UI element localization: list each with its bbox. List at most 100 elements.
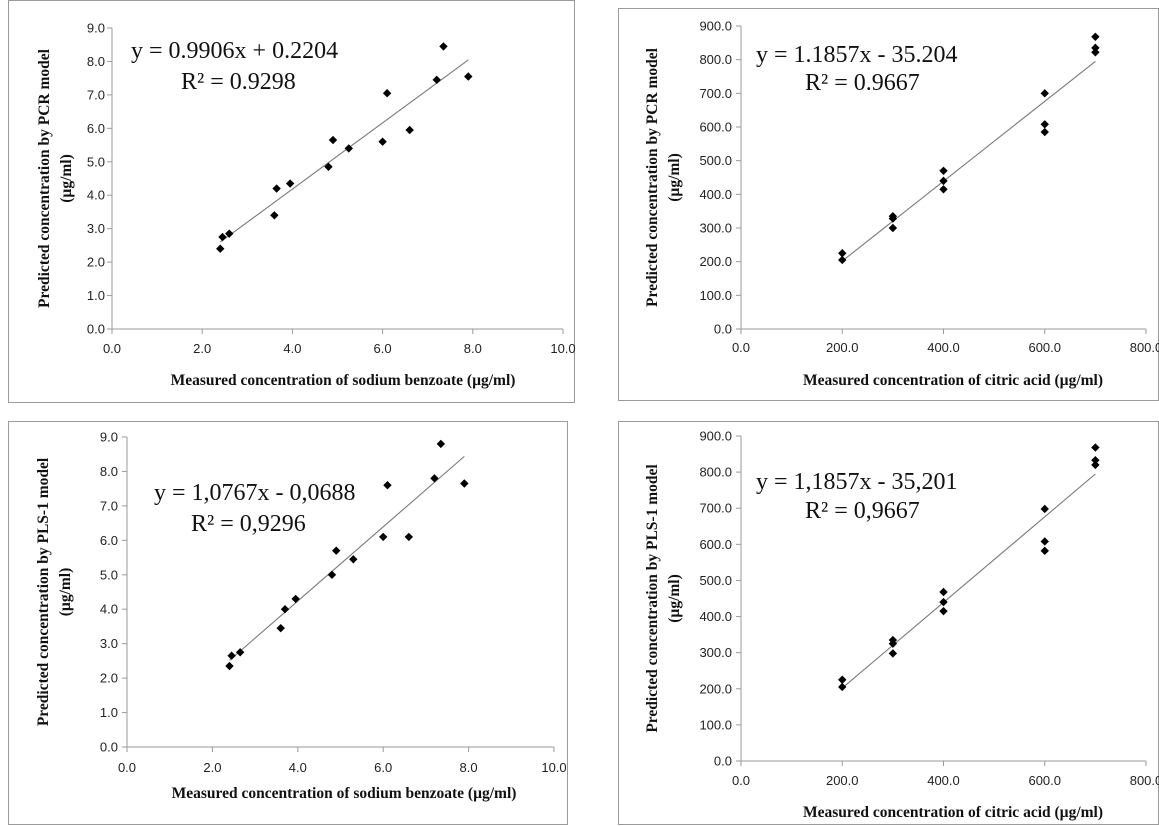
y-axis-label: Predicted concentration by PLS-1 model	[35, 457, 52, 726]
y-tick-label: 300.0	[699, 221, 732, 236]
data-point	[270, 211, 279, 220]
data-point	[1091, 460, 1100, 470]
x-tick-label: 400.0	[927, 773, 960, 788]
x-tick-label: 200.0	[826, 340, 859, 355]
data-point	[324, 162, 333, 171]
y-tick-label: 8.0	[87, 54, 105, 69]
data-point	[1091, 32, 1100, 41]
chart-panel-pcr-sodium-benzoate: 0.0 1.0 2.0 3.0 4.0 5.0 6.0 7.0 8.0 9.0 0.0 2.0 4.0 6…	[8, 0, 576, 403]
data-point	[344, 144, 353, 153]
data-point	[1040, 504, 1049, 514]
data-point	[838, 255, 847, 265]
y-tick-label: 800.0	[699, 465, 732, 480]
y-tick-label: 700.0	[699, 501, 732, 516]
data-point	[1091, 48, 1100, 57]
chart-panel-pcr-citric-acid: 0.0 100.0 200.0 300.0 400.0 500.0 600.0 700.0 80…	[618, 8, 1159, 401]
data-point	[225, 661, 234, 671]
x-axis-label: Measured concentration of citric acid (µ…	[803, 372, 1103, 389]
data-point	[280, 605, 290, 614]
y-tick-label: 3.0	[87, 221, 105, 236]
data-point	[1040, 127, 1049, 137]
x-tick-label: 8.0	[464, 341, 482, 356]
x-axis-label: Measured concentration of citric acid (µ…	[803, 804, 1103, 821]
data-point	[939, 597, 948, 607]
x-tick-label: 400.0	[927, 340, 960, 355]
x-tick-label: 0.0	[118, 760, 136, 775]
data-point	[838, 675, 847, 684]
data-point	[379, 532, 388, 542]
y-tick-label: 6.0	[87, 121, 105, 136]
y-tick-label: 1.0	[100, 705, 118, 720]
data-point	[218, 232, 227, 242]
y-tick-label: 5.0	[87, 154, 105, 169]
x-axis-label: Measured concentration of sodium benzoat…	[172, 785, 517, 802]
data-point	[1040, 537, 1049, 546]
y-tick-label: 600.0	[699, 537, 732, 552]
r-squared-label: R² = 0,9296	[191, 511, 306, 537]
chart-svg: 0.0 1.0 2.0 3.0 4.0 5.0 6.0 7.0 8.0 9.0 0.0 2.0 4.0 6…	[36, 21, 576, 390]
r-squared-label: R² = 0,9667	[805, 498, 920, 524]
data-point	[225, 229, 234, 238]
data-point	[332, 546, 341, 555]
data-point	[227, 651, 236, 660]
chart-svg: 0.0 1.0 2.0 3.0 4.0 5.0 6.0 7.0 8.0 9.0 0.0 2.0 4.0 6…	[35, 430, 567, 803]
y-tick-label: 7.0	[100, 498, 118, 513]
data-point	[1040, 89, 1049, 98]
y-tick-label: 3.0	[100, 636, 118, 651]
x-tick-label: 6.0	[374, 341, 392, 356]
y-tick-label: 9.0	[100, 430, 118, 445]
y-axis-unit-label: (µg/ml)	[58, 154, 75, 203]
y-tick-label: 700.0	[699, 86, 732, 101]
data-point	[1040, 120, 1049, 129]
y-tick-label: 300.0	[699, 645, 732, 660]
y-tick-label: 4.0	[100, 602, 118, 617]
data-point	[349, 555, 358, 564]
data-point	[1040, 546, 1049, 556]
y-tick-label: 0.0	[714, 322, 732, 337]
y-tick-label: 600.0	[699, 120, 732, 135]
data-point	[382, 89, 392, 98]
trendline-equation: y = 1,0767x - 0,0688	[154, 480, 356, 506]
y-tick-label: 2.0	[100, 671, 118, 686]
trend-line	[841, 473, 1096, 689]
y-tick-label: 5.0	[100, 567, 118, 582]
y-tick-label: 6.0	[100, 533, 118, 548]
chart-panel-pls-sodium-benzoate: 0.0 1.0 2.0 3.0 4.0 5.0 6.0 7.0 8.0 9.0 0.0 2.0 4.0 6…	[8, 421, 568, 825]
y-tick-label: 8.0	[100, 464, 118, 479]
x-tick-label: 600.0	[1028, 773, 1061, 788]
x-tick-label: 6.0	[374, 760, 392, 775]
data-point	[460, 479, 469, 488]
y-tick-label: 1.0	[87, 288, 105, 303]
y-tick-label: 400.0	[699, 187, 732, 202]
x-tick-label: 0.0	[103, 341, 121, 356]
data-point	[405, 125, 414, 135]
x-tick-label: 200.0	[826, 773, 859, 788]
chart-svg: 0.0 100.0 200.0 300.0 400.0 500.0 600.0 700.0 80…	[644, 429, 1159, 822]
x-tick-label: 4.0	[289, 760, 307, 775]
data-point	[939, 176, 948, 186]
x-tick-label: 10.0	[541, 760, 566, 775]
data-point	[291, 594, 300, 604]
data-point	[430, 474, 439, 483]
data-point	[888, 223, 898, 233]
y-axis-label: Predicted concentration by PCR model	[644, 47, 661, 307]
data-point	[404, 532, 414, 542]
x-tick-label: 800.0	[1130, 773, 1159, 788]
data-point	[939, 587, 948, 597]
x-tick-label: 600.0	[1028, 340, 1061, 355]
y-tick-label: 7.0	[87, 87, 105, 102]
trend-line	[841, 60, 1096, 262]
data-point	[1091, 443, 1100, 452]
data-point	[888, 649, 898, 658]
data-point	[464, 72, 473, 81]
y-tick-label: 0.0	[100, 740, 118, 755]
data-point	[328, 135, 338, 145]
y-tick-label: 100.0	[699, 717, 732, 732]
y-tick-label: 0.0	[714, 754, 732, 769]
trend-line	[229, 455, 465, 661]
chart-svg: 0.0 100.0 200.0 300.0 400.0 500.0 600.0 700.0 80…	[644, 19, 1159, 390]
y-tick-label: 200.0	[699, 254, 732, 269]
x-tick-label: 2.0	[203, 760, 221, 775]
x-tick-label: 8.0	[460, 760, 478, 775]
y-tick-label: 500.0	[699, 153, 732, 168]
